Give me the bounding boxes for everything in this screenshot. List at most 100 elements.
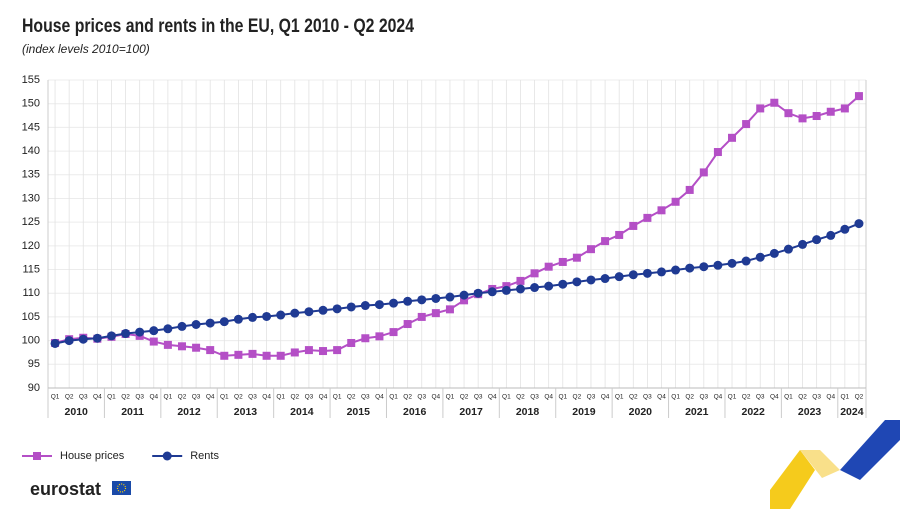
data-point bbox=[586, 275, 596, 285]
data-point bbox=[290, 308, 300, 318]
data-point bbox=[671, 197, 680, 206]
data-point bbox=[135, 327, 145, 337]
x-tick-label: Q3 bbox=[305, 394, 314, 401]
x-tick-label: Q4 bbox=[770, 394, 779, 401]
data-point bbox=[417, 312, 426, 321]
x-tick-label: Q1 bbox=[446, 394, 455, 401]
data-point bbox=[431, 293, 441, 303]
x-tick-label: Q1 bbox=[502, 394, 511, 401]
x-tick-label: Q4 bbox=[826, 394, 835, 401]
x-tick-label: Q3 bbox=[699, 394, 708, 401]
data-point bbox=[572, 277, 582, 287]
data-point bbox=[755, 252, 765, 262]
x-tick-label: Q4 bbox=[375, 394, 384, 401]
x-tick-label: Q4 bbox=[488, 394, 497, 401]
data-point bbox=[812, 112, 821, 121]
y-tick-label: 100 bbox=[22, 335, 40, 347]
x-tick-label: Q1 bbox=[389, 394, 398, 401]
x-tick-label: Q3 bbox=[756, 394, 765, 401]
data-point bbox=[460, 296, 469, 305]
data-point bbox=[389, 298, 399, 308]
series-line bbox=[54, 95, 860, 357]
y-tick-label: 120 bbox=[22, 240, 40, 252]
deco-blue bbox=[840, 420, 900, 480]
data-point bbox=[374, 300, 384, 310]
data-point bbox=[783, 244, 793, 254]
logo: eurostat bbox=[30, 479, 131, 499]
data-point bbox=[234, 350, 243, 359]
year-label: 2013 bbox=[234, 406, 258, 418]
x-tick-label: Q2 bbox=[685, 394, 694, 401]
year-label: 2011 bbox=[121, 406, 144, 418]
year-label: 2020 bbox=[629, 406, 653, 418]
x-tick-label: Q3 bbox=[474, 394, 483, 401]
data-point bbox=[685, 185, 694, 194]
x-tick-label: Q4 bbox=[601, 394, 610, 401]
x-tick-label: Q1 bbox=[107, 394, 116, 401]
x-tick-label: Q2 bbox=[403, 394, 412, 401]
x-tick-label: Q2 bbox=[516, 394, 525, 401]
data-point bbox=[121, 329, 131, 339]
data-point bbox=[403, 296, 413, 306]
x-tick-label: Q1 bbox=[841, 394, 850, 401]
data-point bbox=[628, 270, 638, 280]
data-point bbox=[205, 318, 215, 328]
y-tick-label: 125 bbox=[22, 216, 40, 228]
x-tick-label: Q3 bbox=[530, 394, 539, 401]
data-point bbox=[191, 320, 201, 330]
data-point bbox=[445, 292, 455, 302]
data-point bbox=[742, 120, 751, 129]
deco-yellow bbox=[770, 450, 815, 509]
x-tick-label: Q4 bbox=[319, 394, 328, 401]
data-point bbox=[92, 333, 102, 343]
y-tick-label: 110 bbox=[22, 287, 40, 299]
x-tick-label: Q2 bbox=[742, 394, 751, 401]
data-point bbox=[319, 347, 328, 356]
x-tick-label: Q3 bbox=[135, 394, 144, 401]
x-tick-label: Q4 bbox=[149, 394, 158, 401]
legend-marker bbox=[162, 451, 172, 461]
data-point bbox=[276, 351, 285, 360]
year-label: 2018 bbox=[516, 406, 540, 418]
data-point bbox=[219, 317, 229, 327]
data-point bbox=[417, 295, 427, 305]
data-point bbox=[798, 114, 807, 123]
data-point bbox=[769, 248, 779, 258]
y-tick-label: 95 bbox=[28, 358, 40, 370]
x-tick-label: Q1 bbox=[220, 394, 229, 401]
y-tick-label: 140 bbox=[22, 145, 40, 157]
chart-subtitle: (index levels 2010=100) bbox=[22, 42, 150, 56]
data-point bbox=[403, 320, 412, 329]
x-tick-label: Q2 bbox=[629, 394, 638, 401]
x-tick-label: Q1 bbox=[558, 394, 567, 401]
data-point bbox=[713, 148, 722, 157]
x-tick-label: Q2 bbox=[855, 394, 864, 401]
data-point bbox=[812, 235, 822, 245]
series-line bbox=[54, 222, 860, 345]
data-point bbox=[671, 265, 681, 275]
data-point bbox=[728, 133, 737, 142]
data-point bbox=[431, 309, 440, 318]
data-point bbox=[586, 245, 595, 254]
data-point bbox=[544, 262, 553, 271]
y-tick-label: 90 bbox=[28, 382, 40, 394]
y-tick-label: 115 bbox=[22, 263, 40, 275]
data-point bbox=[233, 314, 243, 324]
x-tick-label: Q3 bbox=[361, 394, 370, 401]
data-point bbox=[177, 321, 187, 331]
chart-title: House prices and rents in the EU, Q1 201… bbox=[22, 16, 414, 37]
year-label: 2019 bbox=[572, 406, 596, 418]
x-tick-label: Q4 bbox=[206, 394, 215, 401]
data-point bbox=[840, 104, 849, 113]
data-point bbox=[826, 230, 836, 240]
data-point bbox=[840, 224, 850, 234]
data-point bbox=[558, 279, 568, 289]
data-point bbox=[741, 256, 751, 266]
x-tick-label: Q4 bbox=[714, 394, 723, 401]
data-point bbox=[220, 351, 229, 360]
data-point bbox=[459, 290, 469, 300]
data-point bbox=[64, 336, 74, 346]
x-tick-label: Q2 bbox=[798, 394, 807, 401]
x-tick-label: Q2 bbox=[178, 394, 187, 401]
